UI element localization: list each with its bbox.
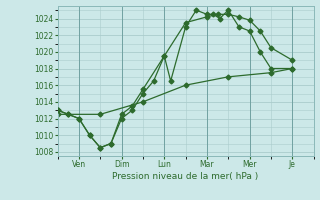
X-axis label: Pression niveau de la mer( hPa ): Pression niveau de la mer( hPa )	[112, 172, 259, 181]
